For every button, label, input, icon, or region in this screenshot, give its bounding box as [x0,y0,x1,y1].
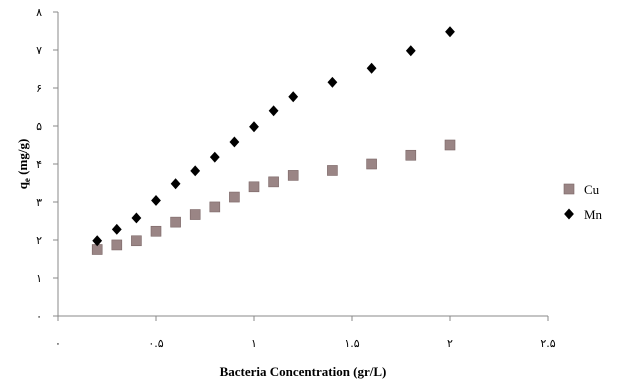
y-tick-label: ۳ [36,196,42,209]
legend: Cu Mn [563,182,603,222]
y-tick-label: ۵ [36,120,42,133]
cu-square-marker [248,181,260,193]
y-axis-title-subscript: e [22,178,32,182]
x-tick-label: ۲.۵ [540,337,555,350]
y-tick-label: ۴ [36,158,42,171]
mn-diamond-marker [249,121,259,133]
cu-square-marker [209,201,221,213]
plot-area [91,26,456,255]
y-tick-label: ۸ [36,6,42,19]
legend-label-mn: Mn [584,207,603,222]
mn-diamond-marker [111,223,122,235]
cu-square-marker [111,239,123,251]
cu-square-marker [366,158,377,170]
legend-cu-square-icon [563,183,575,195]
cu-square-marker [287,170,299,181]
mn-diamond-marker [288,91,299,103]
cu-square-marker [444,139,456,151]
cu-square-marker [150,225,162,237]
mn-diamond-marker [327,76,338,88]
mn-diamond-marker [445,26,455,38]
mn-diamond-marker [366,62,377,74]
cu-square-marker [170,216,181,228]
y-tick-label: ۱ [36,272,42,285]
cu-square-marker [327,165,338,176]
cu-square-marker [405,149,417,161]
mn-diamond-marker [405,45,416,57]
y-axis-title: qe (mg/g) [15,139,32,190]
x-axis-ticks: ۰ ۰.۵ ۱ ۱.۵ ۲ ۲.۵ [55,316,556,350]
cu-square-marker [189,209,201,220]
mn-diamond-marker [268,105,279,117]
cu-square-marker [131,235,142,247]
mn-diamond-marker [92,235,103,247]
cu-square-marker [268,176,279,188]
y-axis-ticks: ۰ ۱ ۲ ۳ ۴ ۵ ۶ ۷ ۸ [36,6,58,323]
mn-diamond-marker [209,151,220,163]
mn-diamond-marker [229,136,240,148]
x-tick-label: ۲ [447,337,453,350]
y-tick-label: ۶ [36,82,42,95]
y-tick-label: ۰ [36,310,42,323]
y-tick-label: ۷ [36,44,42,57]
y-tick-label: ۲ [36,234,42,247]
legend-mn-diamond-icon [564,208,574,220]
mn-diamond-marker [131,212,142,224]
x-tick-label: ۱ [251,337,257,350]
mn-diamond-marker [151,195,161,206]
x-axis-title: Bacteria Concentration (gr/L) [220,364,387,379]
mn-diamond-marker [170,178,181,190]
x-tick-label: ۰ [55,337,61,350]
legend-label-cu: Cu [584,182,600,197]
y-axis-title-unit: (mg/g) [15,139,30,178]
y-axis-title-main: q [15,181,30,189]
x-tick-label: ۱.۵ [344,337,359,350]
mn-diamond-marker [190,165,201,177]
x-tick-label: ۰.۵ [148,337,163,350]
cu-square-marker [229,191,240,203]
